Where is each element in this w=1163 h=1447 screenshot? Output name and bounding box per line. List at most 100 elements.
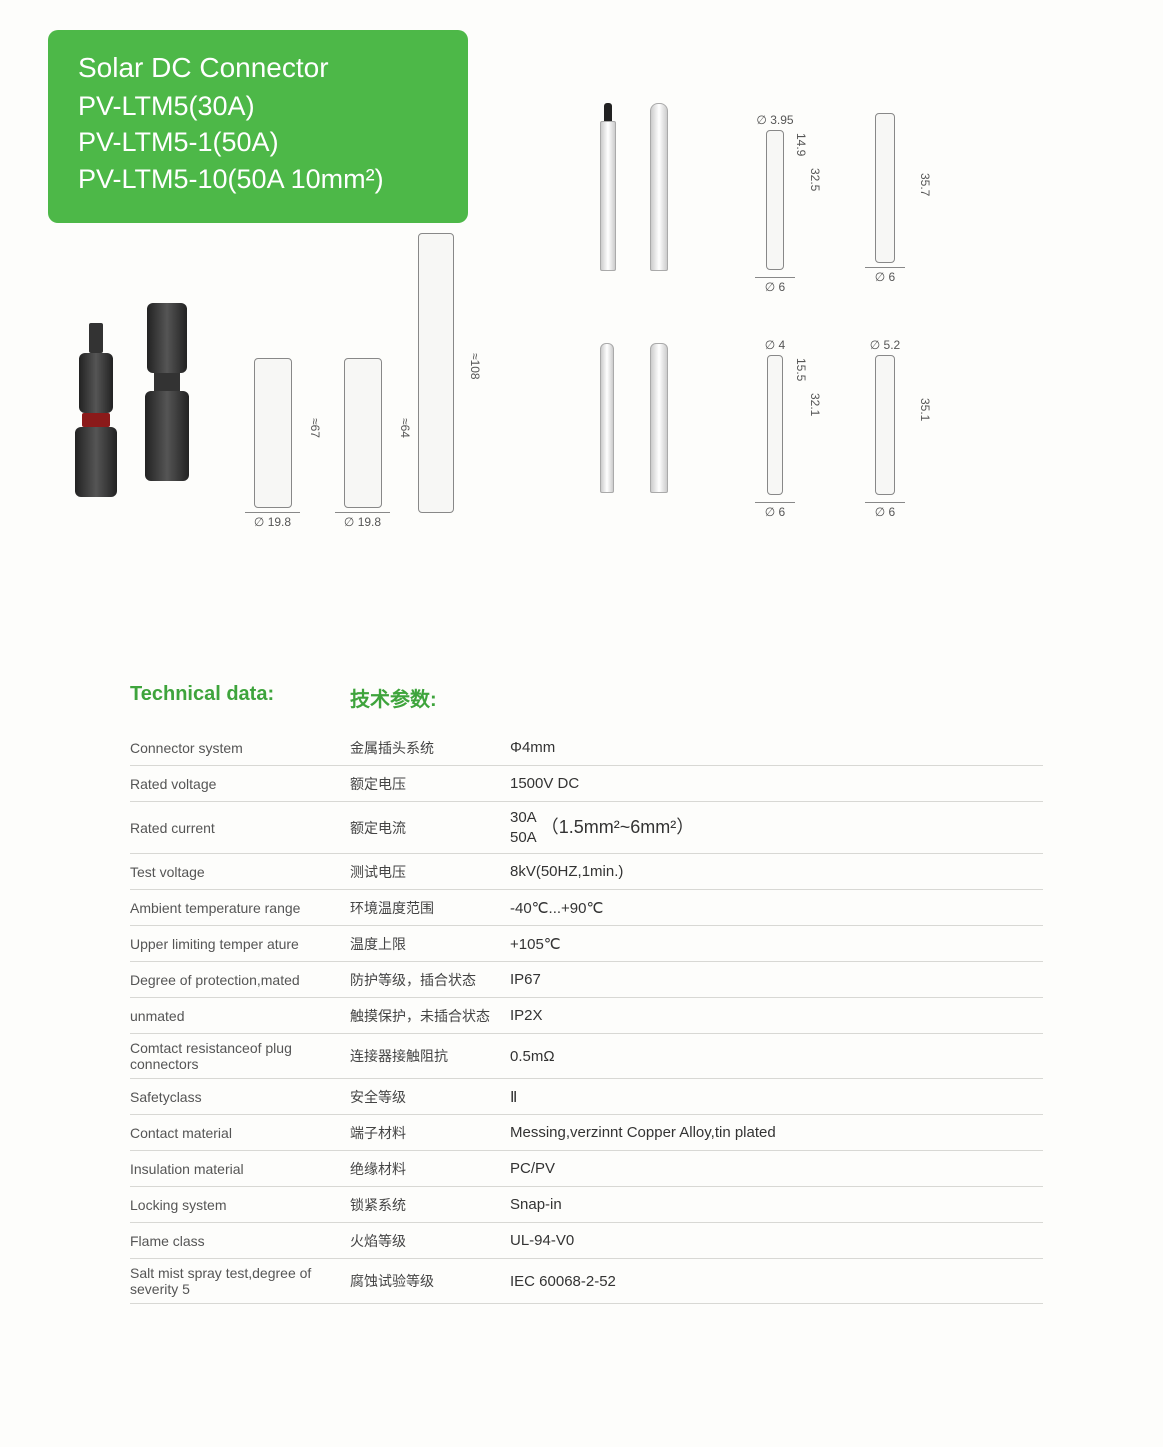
spec-row: Test voltage测试电压8kV(50HZ,1min.) <box>130 854 1043 890</box>
dim-h64: ≈64 <box>398 418 412 438</box>
pin-photo-3 <box>600 343 614 493</box>
spec-en: Degree of protection,mated <box>130 972 350 988</box>
spec-row: Salt mist spray test,degree of severity … <box>130 1259 1043 1304</box>
spec-cn: 测试电压 <box>350 862 510 882</box>
spec-val: +105℃ <box>510 935 1043 953</box>
spec-row: Degree of protection,mated防护等级，插合状态IP67 <box>130 962 1043 998</box>
pin4-bot: ∅ 6 <box>865 502 905 519</box>
spec-row: Contact material端子材料Messing,verzinnt Cop… <box>130 1115 1043 1151</box>
pin-dim-4: ∅ 5.2 ∅ 6 35.1 <box>850 338 920 519</box>
spec-en: Safetyclass <box>130 1089 350 1105</box>
connector-photo-female <box>145 303 189 481</box>
spec-row: Locking system锁紧系统Snap-in <box>130 1187 1043 1223</box>
connector-photo-male <box>75 323 117 497</box>
pin1-h2: 32.5 <box>808 168 822 191</box>
spec-val: IEC 60068-2-52 <box>510 1273 1043 1290</box>
spec-cn: 腐蚀试验等级 <box>350 1271 510 1291</box>
dim-h108: ≈108 <box>468 353 482 380</box>
spec-val: 0.5mΩ <box>510 1048 1043 1065</box>
spec-val: Snap-in <box>510 1196 1043 1213</box>
spec-en: Locking system <box>130 1197 350 1213</box>
connector-outline-mated: ≈108 <box>418 233 454 513</box>
spec-en: Flame class <box>130 1233 350 1249</box>
pin3-h2: 32.1 <box>808 393 822 416</box>
spec-cn: 锁紧系统 <box>350 1195 510 1215</box>
title-line1: Solar DC Connector <box>78 52 438 84</box>
spec-cn: 端子材料 <box>350 1123 510 1143</box>
pin-dim-1: ∅ 3.95 ∅ 6 14.9 32.5 <box>740 113 810 294</box>
spec-val: IP67 <box>510 971 1043 988</box>
pin1-bot: ∅ 6 <box>755 277 795 294</box>
spec-en: Insulation material <box>130 1161 350 1177</box>
spec-val: UL-94-V0 <box>510 1232 1043 1249</box>
spec-cn: 温度上限 <box>350 934 510 954</box>
spec-en: Test voltage <box>130 864 350 880</box>
pin2-h: 35.7 <box>918 173 932 196</box>
spec-cn: 安全等级 <box>350 1087 510 1107</box>
pin-photo-2 <box>650 103 668 271</box>
diagram-area: ∅ 19.8 ≈67 ∅ 19.8 ≈64 ≈108 ∅ 3.95 ∅ 6 14… <box>0 243 1163 603</box>
spec-en: Contact material <box>130 1125 350 1141</box>
spec-cn: 触摸保护，未插合状态 <box>350 1006 510 1026</box>
technical-headers: Technical data: 技术参数: <box>130 683 1043 712</box>
title-line2: PV-LTM5(30A) <box>78 88 438 124</box>
title-box: Solar DC Connector PV-LTM5(30A) PV-LTM5-… <box>48 30 468 223</box>
spec-cn: 绝缘材料 <box>350 1159 510 1179</box>
title-line4: PV-LTM5-10(50A 10mm²) <box>78 161 438 197</box>
spec-val: Φ4mm <box>510 739 1043 756</box>
spec-val: -40℃...+90℃ <box>510 899 1043 917</box>
spec-cn: 防护等级，插合状态 <box>350 970 510 990</box>
spec-val: PC/PV <box>510 1160 1043 1177</box>
dim-dia-right: ∅ 19.8 <box>335 512 390 529</box>
spec-row: Comtact resistanceof plug connectors连接器接… <box>130 1034 1043 1079</box>
spec-row: Rated current额定电流30A50A（1.5mm²~6mm²） <box>130 802 1043 854</box>
spec-row: Ambient temperature range环境温度范围-40℃...+9… <box>130 890 1043 926</box>
spec-row: Flame class火焰等级UL-94-V0 <box>130 1223 1043 1259</box>
dim-dia-left: ∅ 19.8 <box>245 512 300 529</box>
spec-val: Ⅱ <box>510 1088 1043 1106</box>
spec-en: Connector system <box>130 740 350 756</box>
spec-row: Upper limiting temper ature温度上限+105℃ <box>130 926 1043 962</box>
pin1-h1: 14.9 <box>794 133 808 156</box>
pin4-h: 35.1 <box>918 398 932 421</box>
spec-row: unmated触摸保护，未插合状态IP2X <box>130 998 1043 1034</box>
technical-header-cn: 技术参数: <box>350 683 437 712</box>
spec-en: Comtact resistanceof plug connectors <box>130 1040 350 1072</box>
spec-row: Rated voltage额定电压1500V DC <box>130 766 1043 802</box>
spec-table: Connector system金属插头系统Φ4mmRated voltage额… <box>130 730 1043 1304</box>
spec-val: 1500V DC <box>510 775 1043 792</box>
spec-val: 30A50A（1.5mm²~6mm²） <box>510 808 1043 847</box>
spec-row: Connector system金属插头系统Φ4mm <box>130 730 1043 766</box>
pin2-bot: ∅ 6 <box>865 267 905 284</box>
pin3-h1: 15.5 <box>794 358 808 381</box>
pin3-top: ∅ 4 <box>765 338 785 352</box>
spec-row: Insulation material绝缘材料PC/PV <box>130 1151 1043 1187</box>
spec-en: Rated current <box>130 820 350 836</box>
spec-en: Upper limiting temper ature <box>130 936 350 952</box>
pin4-top: ∅ 5.2 <box>870 338 900 352</box>
pin1-top: ∅ 3.95 <box>756 113 793 127</box>
pin-dim-3: ∅ 4 ∅ 6 15.5 32.1 <box>740 338 810 519</box>
spec-val: 8kV(50HZ,1min.) <box>510 863 1043 880</box>
connector-outline-left: ∅ 19.8 ≈67 <box>245 358 300 529</box>
connector-outline-right: ∅ 19.8 ≈64 <box>335 358 390 529</box>
pin3-bot: ∅ 6 <box>755 502 795 519</box>
spec-cn: 金属插头系统 <box>350 738 510 758</box>
spec-cn: 连接器接触阻抗 <box>350 1046 510 1066</box>
spec-en: Salt mist spray test,degree of severity … <box>130 1265 350 1297</box>
technical-header-en: Technical data: <box>130 683 350 712</box>
pin-dim-2: ∅ 6 35.7 <box>850 113 920 284</box>
dim-h67: ≈67 <box>308 418 322 438</box>
spec-en: Ambient temperature range <box>130 900 350 916</box>
spec-val: Messing,verzinnt Copper Alloy,tin plated <box>510 1124 1043 1141</box>
title-line3: PV-LTM5-1(50A) <box>78 124 438 160</box>
technical-section: Technical data: 技术参数: Connector system金属… <box>130 683 1043 1304</box>
spec-val: IP2X <box>510 1007 1043 1024</box>
spec-cn: 额定电压 <box>350 774 510 794</box>
spec-en: Rated voltage <box>130 776 350 792</box>
pin-photo-4 <box>650 343 668 493</box>
pin-photo-1 <box>600 103 616 271</box>
spec-en: unmated <box>130 1008 350 1024</box>
spec-row: Safetyclass安全等级Ⅱ <box>130 1079 1043 1115</box>
spec-cn: 火焰等级 <box>350 1231 510 1251</box>
